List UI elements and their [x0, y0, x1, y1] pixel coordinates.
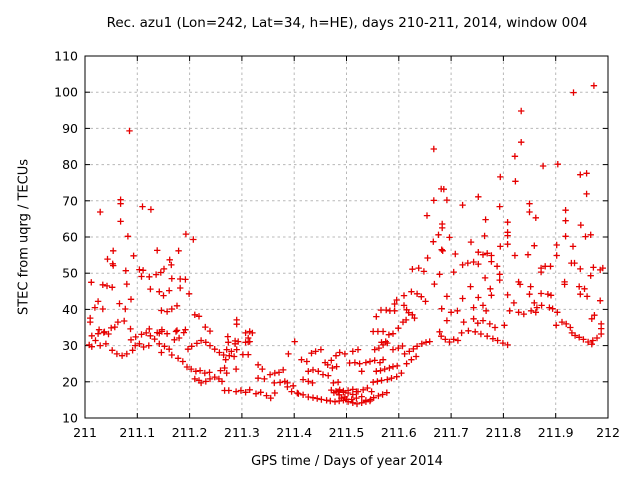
x-tick-label: 211.6	[381, 425, 417, 440]
y-tick-label: 30	[62, 338, 78, 353]
x-tick-label: 211	[73, 425, 97, 440]
y-tick-label: 60	[62, 230, 78, 245]
y-tick-label: 110	[54, 49, 78, 64]
y-tick-label: 40	[62, 302, 78, 317]
x-tick-label: 211.3	[224, 425, 260, 440]
x-tick-label: 211.9	[538, 425, 574, 440]
y-tick-label: 80	[62, 157, 78, 172]
x-tick-label: 211.4	[276, 425, 312, 440]
x-tick-label: 211.7	[433, 425, 469, 440]
x-tick-label: 211.5	[329, 425, 365, 440]
y-tick-label: 10	[62, 411, 78, 426]
chart-title: Rec. azu1 (Lon=242, Lat=34, h=HE), days …	[106, 15, 588, 31]
x-tick-label: 211.8	[486, 425, 522, 440]
x-tick-label: 211.2	[172, 425, 208, 440]
y-tick-label: 50	[62, 266, 78, 281]
y-tick-label: 20	[62, 374, 78, 389]
x-axis-label: GPS time / Days of year 2014	[251, 454, 443, 469]
data-points	[86, 82, 606, 408]
y-tick-label: 100	[54, 85, 78, 100]
y-tick-label: 90	[62, 121, 78, 136]
x-tick-label: 212	[596, 425, 620, 440]
x-tick-label: 211.1	[119, 425, 155, 440]
y-tick-label: 70	[62, 193, 78, 208]
